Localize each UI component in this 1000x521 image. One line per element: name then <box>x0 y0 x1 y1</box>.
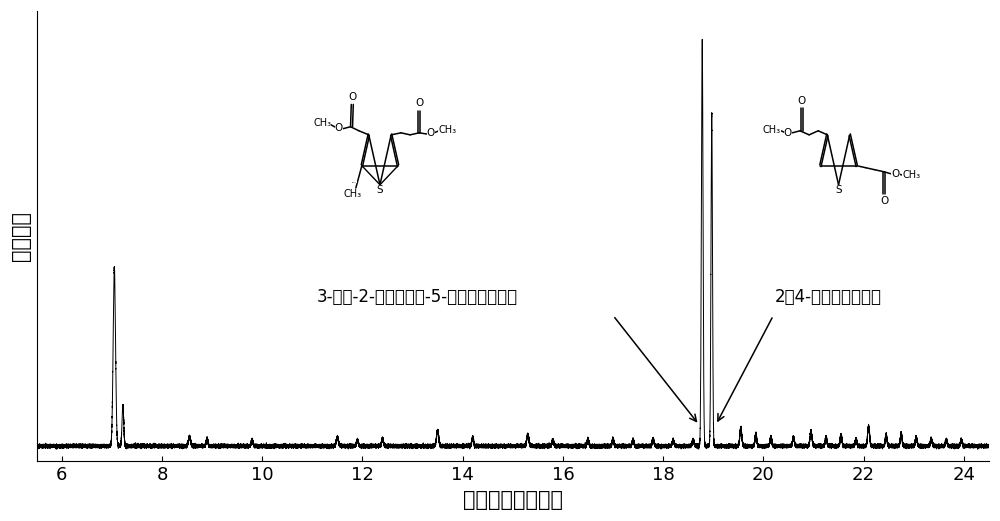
Text: CH₃: CH₃ <box>902 170 920 180</box>
Text: O: O <box>880 196 888 206</box>
Text: O: O <box>415 98 424 108</box>
Text: S: S <box>835 184 842 195</box>
Text: S: S <box>377 184 383 195</box>
Text: O: O <box>784 128 792 138</box>
Text: CH₃: CH₃ <box>438 125 457 135</box>
Text: CH₃: CH₃ <box>763 125 781 134</box>
Text: CH₃: CH₃ <box>313 118 331 129</box>
Text: O: O <box>427 128 435 138</box>
Y-axis label: 信号强度: 信号强度 <box>11 212 31 262</box>
Text: O: O <box>891 169 900 179</box>
Text: CH₃: CH₃ <box>344 189 362 199</box>
Text: 2，4-丙酸甲酯基噻吩: 2，4-丙酸甲酯基噻吩 <box>775 288 882 306</box>
Text: O: O <box>798 96 806 106</box>
Text: methyl: methyl <box>352 181 357 182</box>
X-axis label: 保留时间（分钟）: 保留时间（分钟） <box>463 490 563 510</box>
Text: 3-甲基-2-乙酸甲酯基-5-丙酸甲酯基噻吩: 3-甲基-2-乙酸甲酯基-5-丙酸甲酯基噻吩 <box>317 288 518 306</box>
Text: O: O <box>348 92 356 102</box>
Text: O: O <box>335 123 343 133</box>
